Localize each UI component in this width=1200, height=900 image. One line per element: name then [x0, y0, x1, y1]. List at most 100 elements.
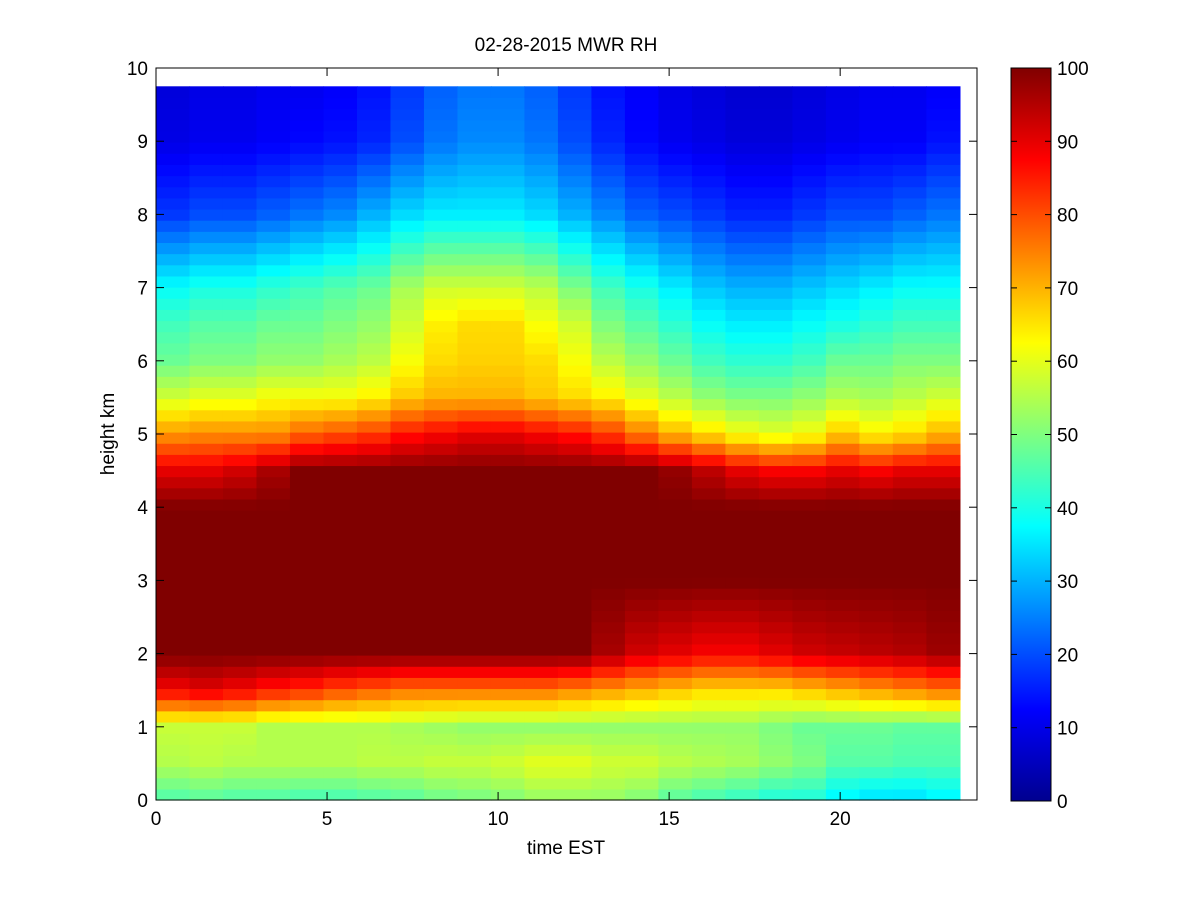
heatmap-cell: [457, 610, 492, 623]
heatmap-cell: [457, 175, 492, 188]
heatmap-cell: [892, 710, 927, 723]
heatmap-cell: [926, 666, 961, 678]
heatmap-cell: [524, 721, 559, 734]
heatmap-cell: [691, 264, 727, 277]
heatmap-cell: [859, 365, 894, 377]
heatmap-cell: [792, 643, 827, 656]
heatmap-cell: [725, 353, 760, 366]
heatmap-cell: [256, 498, 291, 511]
heatmap-cell: [457, 498, 492, 511]
heatmap-cell: [825, 253, 861, 266]
heatmap-cell: [356, 777, 392, 790]
heatmap-cell: [490, 153, 526, 165]
heatmap-cell: [926, 287, 961, 299]
heatmap-cell: [156, 632, 191, 645]
heatmap-cell: [926, 498, 961, 511]
heatmap-cell: [892, 498, 927, 511]
heatmap-cell: [524, 97, 559, 110]
heatmap-cell: [457, 487, 492, 500]
heatmap-cell: [490, 231, 526, 244]
heatmap-cell: [256, 443, 291, 455]
heatmap-cell: [189, 766, 224, 779]
heatmap-cell: [725, 677, 760, 690]
heatmap-cell: [691, 164, 727, 177]
heatmap-cell: [792, 197, 827, 210]
heatmap-cell: [323, 655, 358, 667]
heatmap-cell: [490, 342, 526, 355]
heatmap-cell: [758, 777, 794, 790]
heatmap-cell: [490, 755, 526, 768]
y-tick-label: 9: [137, 132, 148, 153]
heatmap-cell: [524, 119, 559, 132]
heatmap-cell: [356, 376, 392, 388]
heatmap-cell: [457, 298, 492, 310]
heatmap-cell: [591, 576, 626, 589]
heatmap-cell: [156, 565, 191, 578]
heatmap-cell: [490, 766, 526, 779]
heatmap-cell: [725, 655, 760, 667]
heatmap-cell: [725, 510, 760, 522]
heatmap-cell: [457, 543, 492, 556]
heatmap-cell: [792, 153, 827, 165]
heatmap-cell: [156, 755, 191, 768]
heatmap-cell: [356, 398, 392, 411]
heatmap-cell: [892, 521, 927, 533]
heatmap-cell: [356, 721, 392, 734]
heatmap-cell: [557, 655, 593, 667]
heatmap-cell: [524, 164, 559, 177]
heatmap-cell: [591, 588, 626, 600]
heatmap-cell: [189, 576, 224, 589]
heatmap-cell: [658, 86, 693, 99]
heatmap-cell: [859, 275, 894, 288]
heatmap-cell: [926, 309, 961, 322]
heatmap-cell: [825, 565, 861, 578]
heatmap-cell: [289, 197, 325, 210]
heatmap-cell: [591, 476, 626, 489]
heatmap-cell: [825, 231, 861, 244]
heatmap-cell: [725, 599, 760, 612]
heatmap-cell: [557, 242, 593, 255]
heatmap-cell: [624, 309, 660, 322]
heatmap-cell: [423, 253, 459, 266]
heatmap-cell: [792, 733, 827, 745]
heatmap-cell: [356, 677, 392, 690]
heatmap-cell: [658, 365, 693, 377]
heatmap-cell: [624, 599, 660, 612]
heatmap-cell: [390, 298, 425, 310]
heatmap-cell: [323, 242, 358, 255]
heatmap-cell: [490, 565, 526, 578]
heatmap-cell: [624, 420, 660, 433]
heatmap-cell: [189, 175, 224, 188]
heatmap-cell: [256, 621, 291, 634]
heatmap-cell: [390, 86, 425, 99]
heatmap-cell: [725, 420, 760, 433]
heatmap-cell: [222, 576, 258, 589]
heatmap-cell: [926, 220, 961, 232]
heatmap-cell: [758, 755, 794, 768]
heatmap-cell: [457, 220, 492, 232]
heatmap-cell: [859, 298, 894, 310]
heatmap-cell: [624, 788, 660, 801]
heatmap-cell: [926, 610, 961, 623]
heatmap-cell: [892, 242, 927, 255]
heatmap-cell: [825, 142, 861, 154]
colorbar-tick-label: 40: [1057, 499, 1078, 520]
heatmap-cell: [624, 655, 660, 667]
heatmap-cell: [892, 365, 927, 377]
heatmap-cell: [256, 766, 291, 779]
heatmap-cell: [725, 576, 760, 589]
heatmap-cell: [892, 142, 927, 154]
heatmap-cell: [825, 599, 861, 612]
heatmap-cell: [557, 331, 593, 344]
heatmap-cell: [156, 420, 191, 433]
heatmap-cell: [356, 119, 392, 132]
heatmap-cell: [591, 309, 626, 322]
heatmap-cell: [222, 766, 258, 779]
heatmap-cell: [725, 320, 760, 333]
heatmap-cell: [156, 220, 191, 232]
heatmap-cell: [758, 565, 794, 578]
heatmap-cell: [859, 175, 894, 188]
heatmap-cell: [825, 699, 861, 712]
heatmap-cell: [792, 409, 827, 422]
heatmap-cell: [758, 309, 794, 322]
